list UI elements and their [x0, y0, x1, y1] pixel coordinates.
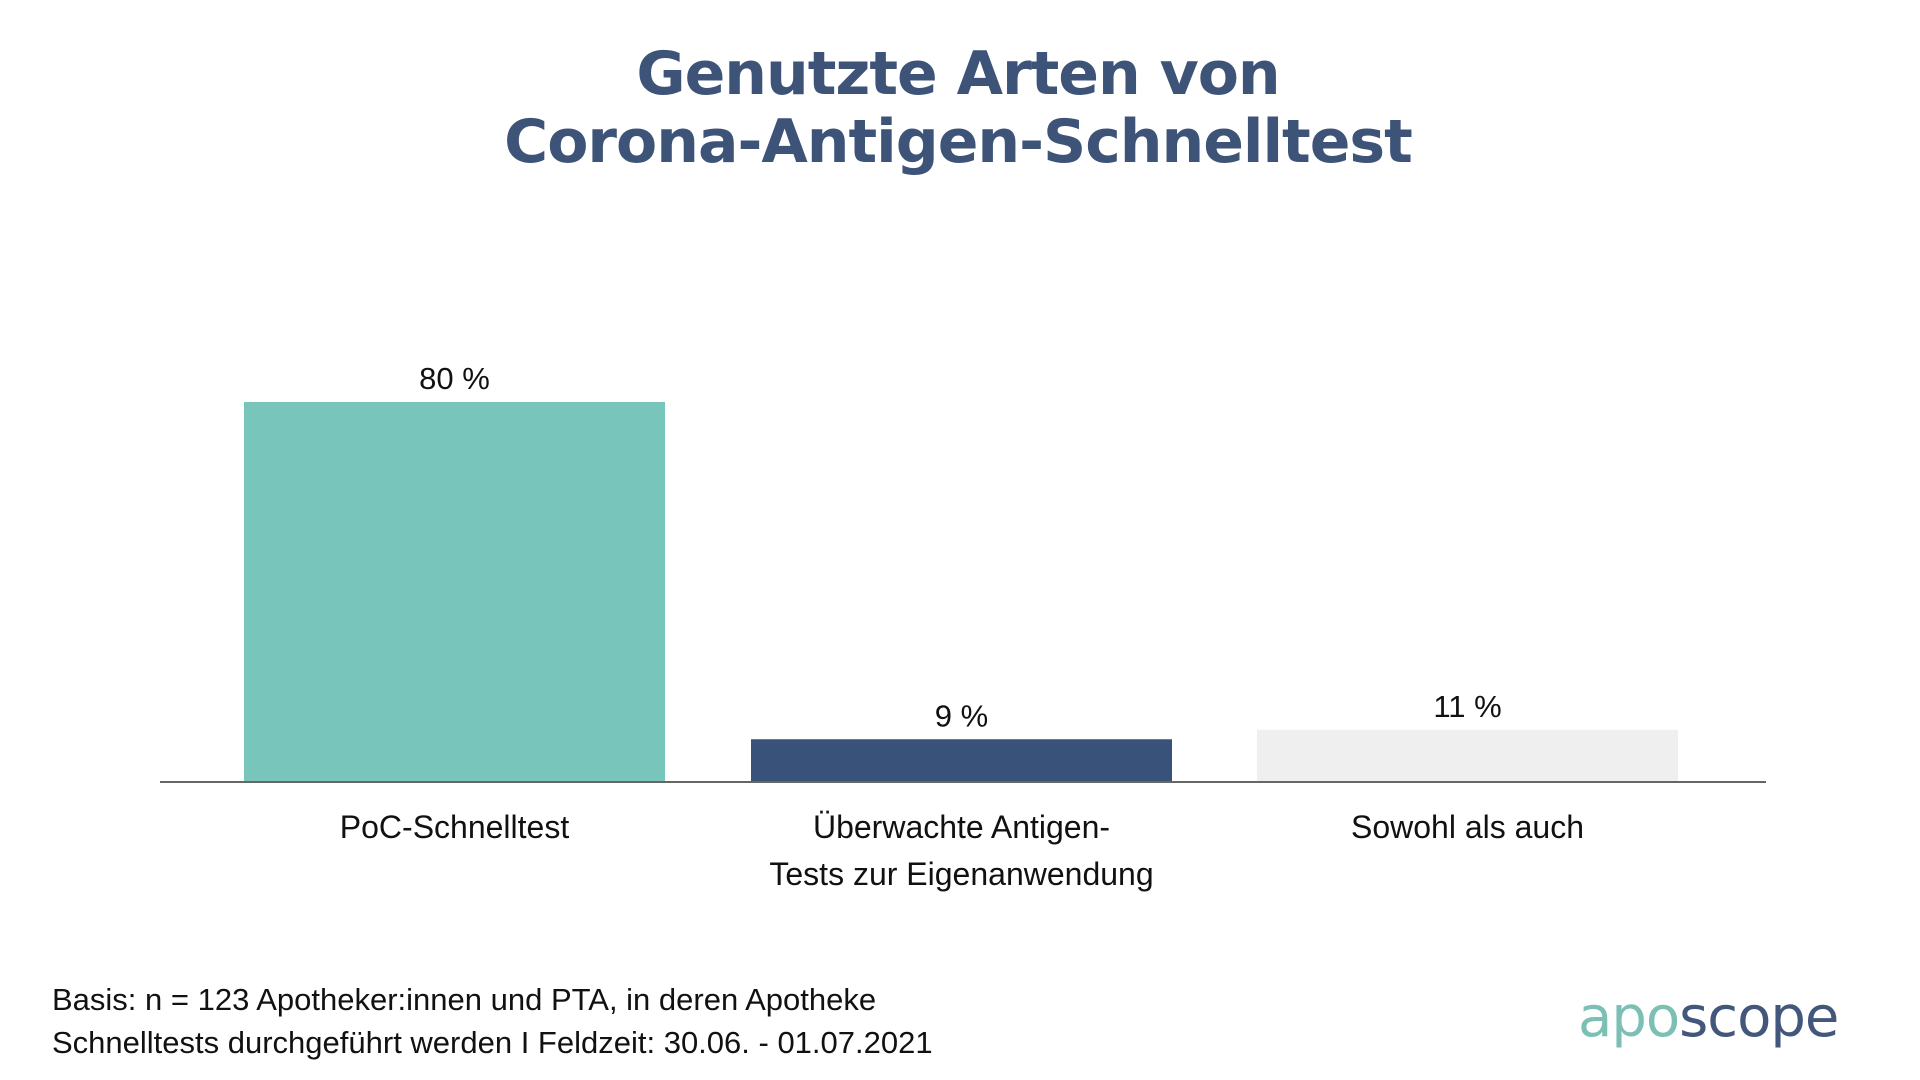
chart-title: Genutzte Arten von Corona-Antigen-Schnel…: [0, 40, 1916, 176]
category-label-1: PoC-Schnelltest: [340, 809, 570, 845]
bar-1: [244, 402, 665, 782]
footnote: Basis: n = 123 Apotheker:innen und PTA, …: [52, 978, 933, 1064]
category-label-2-line-1: Überwachte Antigen-: [813, 809, 1110, 845]
logo-part-apo: apo: [1578, 985, 1680, 1050]
aposcope-logo: aposcope: [1578, 985, 1839, 1050]
value-label-3: 11 %: [1433, 689, 1501, 724]
category-label-3: Sowohl als auch: [1351, 809, 1584, 845]
logo-part-scope: scope: [1679, 985, 1839, 1050]
chart-title-line-1: Genutzte Arten von: [636, 39, 1280, 109]
bar-2: [751, 739, 1172, 782]
footnote-line-2: Schnelltests durchgeführt werden I Feldz…: [52, 1025, 933, 1060]
chart-title-line-2: Corona-Antigen-Schnelltest: [504, 107, 1413, 177]
bars-group: [244, 402, 1678, 782]
value-label-1: 80 %: [419, 361, 490, 396]
category-labels-group: PoC-Schnelltest Überwachte Antigen- Tests …: [340, 809, 1584, 892]
category-label-2-line-2: Tests zur Eigenanwendung: [769, 856, 1153, 892]
bar-3: [1257, 729, 1678, 782]
value-labels-group: 80 % 9 % 11 %: [419, 361, 1502, 733]
footnote-line-1: Basis: n = 123 Apotheker:innen und PTA, …: [52, 982, 877, 1017]
value-label-2: 9 %: [935, 698, 988, 733]
